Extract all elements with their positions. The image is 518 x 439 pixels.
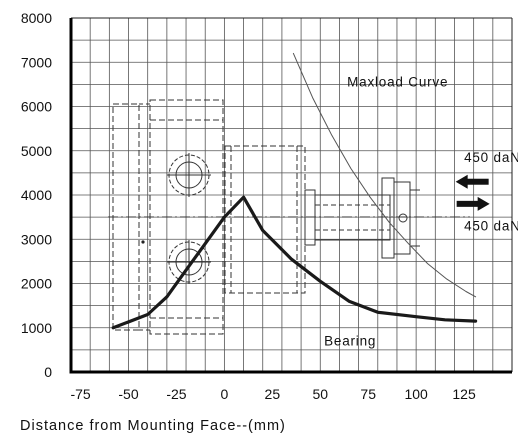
annotation-label: Bearing [324, 333, 376, 348]
y-tick-label: 0 [44, 364, 52, 380]
series-layer [113, 53, 475, 327]
x-tick-label: 100 [404, 386, 428, 402]
y-axis-ticks: 0 1000 2000 3000 4000 5000 6000 7000 8000 [21, 10, 52, 380]
annotation-label: Maxload Curve [347, 75, 448, 90]
y-tick-label: 4000 [21, 187, 52, 203]
y-tick-label: 3000 [21, 231, 52, 247]
arrow-right-icon [457, 197, 490, 211]
x-tick-label: 0 [220, 386, 228, 402]
y-tick-label: 7000 [21, 54, 52, 70]
annotation-label: 450 daN [464, 150, 518, 165]
y-tick-label: 1000 [21, 320, 52, 336]
annotation-label: 450 daN [464, 218, 518, 233]
x-axis-label: Distance from Mounting Face--(mm) [20, 418, 286, 434]
x-tick-label: 50 [312, 386, 328, 402]
arrow-left-icon [456, 175, 489, 189]
annotations: Maxload Curve Bearing 450 daN 450 daN [324, 75, 518, 349]
x-tick-label: -25 [166, 386, 186, 402]
x-tick-label: -50 [118, 386, 138, 402]
y-tick-label: 2000 [21, 276, 52, 292]
x-tick-label: -75 [70, 386, 90, 402]
y-tick-label: 5000 [21, 143, 52, 159]
x-tick-label: 75 [360, 386, 376, 402]
x-axis-ticks: -75 -50 -25 0 25 50 75 100 125 [70, 386, 475, 402]
y-tick-label: 8000 [21, 10, 52, 26]
y-tick-label: 6000 [21, 99, 52, 115]
x-tick-label: 125 [452, 386, 476, 402]
x-tick-label: 25 [265, 386, 281, 402]
series-line-maxload-curve [293, 53, 475, 296]
